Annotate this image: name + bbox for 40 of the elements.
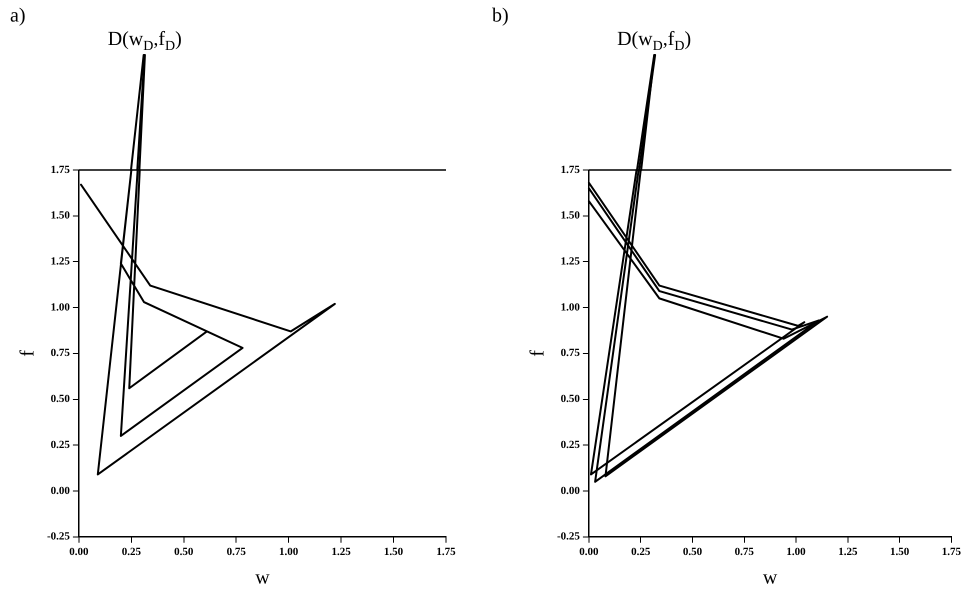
x-tick-label: 1.75 [436, 546, 456, 558]
y-tick-label: 0.75 [50, 347, 70, 360]
y-tick-label: 1.75 [50, 164, 70, 176]
x-tick-label: 1.50 [890, 546, 910, 558]
x-tick-label: 0.50 [174, 546, 194, 558]
y-axis-title: f [16, 350, 38, 357]
y-tick-label: 1.50 [560, 210, 580, 222]
x-tick-label: 0.75 [734, 546, 754, 558]
y-tick-label: 0.00 [50, 484, 70, 497]
x-tick-label: 1.50 [384, 546, 404, 558]
y-tick-label: 0.00 [560, 484, 580, 497]
x-tick-label: 1.25 [838, 546, 858, 558]
y-tick-label: 1.25 [560, 256, 580, 268]
y-tick-label: 1.50 [50, 210, 70, 222]
x-tick-label: 0.75 [226, 546, 246, 558]
x-tick-label: 0.25 [122, 546, 142, 558]
x-axis-title: w [762, 566, 778, 588]
y-tick-label: 0.25 [560, 438, 580, 451]
y-tick-label: 0.25 [50, 438, 70, 451]
y-tick-label: 0.50 [560, 393, 580, 406]
y-tick-label: 1.00 [50, 301, 70, 314]
y-tick-label: -0.25 [556, 530, 580, 543]
x-axis-title: w [255, 566, 270, 588]
y-tick-label: 1.75 [560, 164, 580, 176]
y-tick-label: 0.50 [50, 393, 70, 406]
x-tick-label: 0.00 [69, 546, 90, 558]
chart-title: a) [10, 4, 26, 26]
y-tick-label: 0.75 [560, 347, 580, 360]
y-tick-label: 1.00 [560, 301, 580, 314]
x-tick-label: 0.50 [682, 546, 703, 558]
x-tick-label: 1.00 [786, 546, 806, 558]
x-tick-label: 1.25 [331, 546, 352, 558]
y-axis-title: f [526, 350, 548, 357]
x-tick-label: 0.00 [579, 546, 600, 558]
y-tick-label: 1.25 [50, 256, 70, 268]
chart-title: b) [492, 4, 509, 26]
x-tick-label: 1.00 [279, 546, 299, 558]
x-tick-label: 0.25 [631, 546, 651, 558]
x-tick-label: 1.75 [942, 546, 962, 558]
y-tick-label: -0.25 [46, 530, 70, 543]
